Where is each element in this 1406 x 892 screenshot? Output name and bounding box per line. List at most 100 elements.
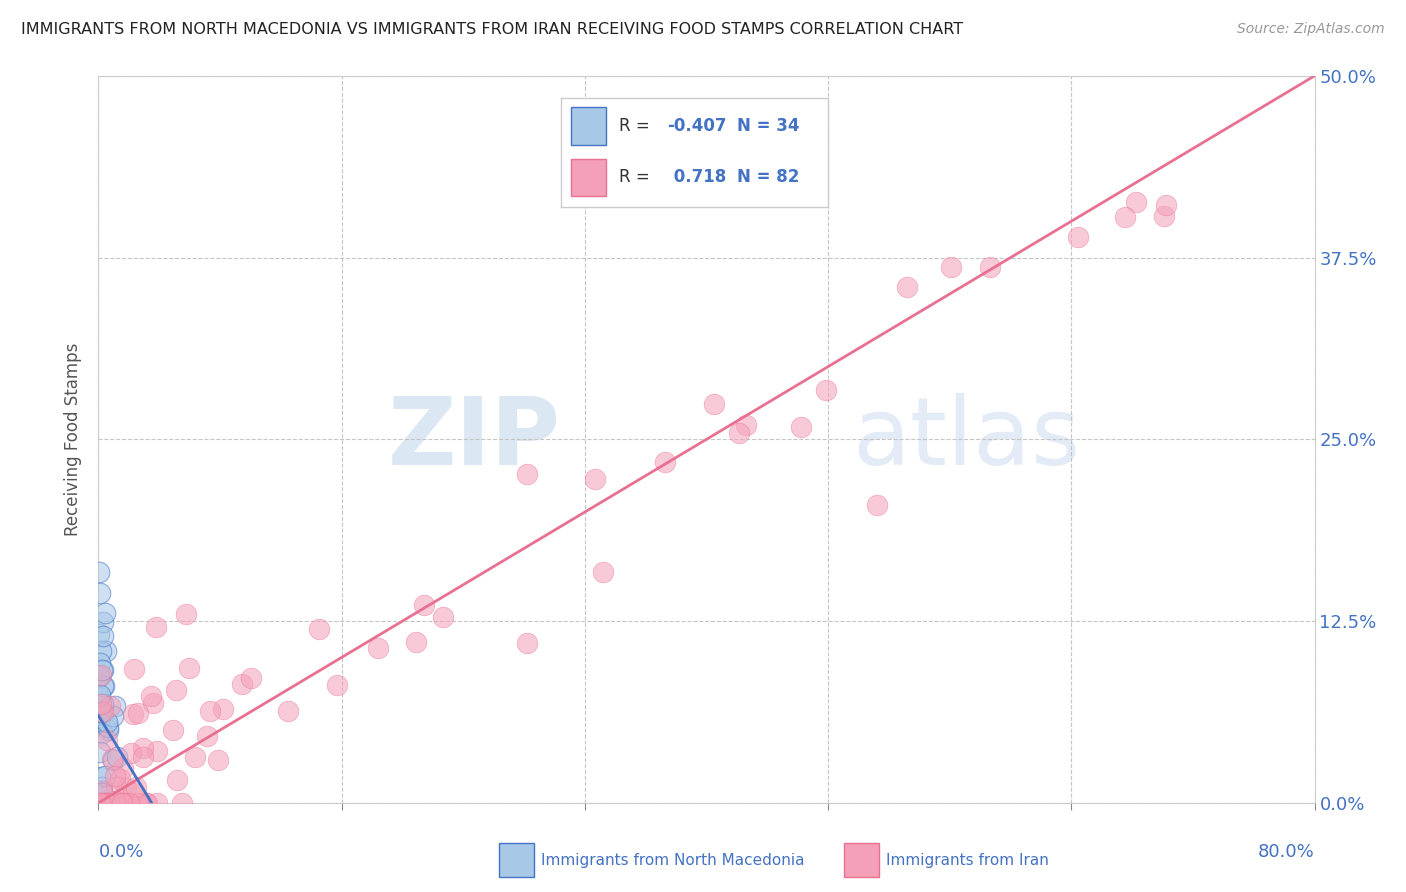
Point xyxy=(101,753,124,767)
Point xyxy=(96,732,118,747)
Point xyxy=(814,383,837,397)
Point xyxy=(89,745,111,759)
Point xyxy=(97,723,120,737)
Point xyxy=(125,780,148,794)
Point xyxy=(96,715,118,730)
Point xyxy=(115,781,138,796)
Point xyxy=(91,629,114,643)
Point xyxy=(132,750,155,764)
Point xyxy=(174,607,197,621)
Point xyxy=(120,746,142,760)
Point xyxy=(111,796,134,810)
Point xyxy=(121,786,143,800)
Point xyxy=(127,706,149,721)
Point xyxy=(104,793,127,807)
Point xyxy=(146,744,169,758)
Point xyxy=(110,772,132,786)
Point xyxy=(91,679,114,693)
Point xyxy=(170,796,193,810)
Point xyxy=(105,749,128,764)
Point xyxy=(104,769,127,783)
Point xyxy=(200,704,222,718)
Point xyxy=(162,723,184,737)
Point xyxy=(139,689,162,703)
Point xyxy=(91,795,114,809)
Point xyxy=(308,622,330,636)
Text: IMMIGRANTS FROM NORTH MACEDONIA VS IMMIGRANTS FROM IRAN RECEIVING FOOD STAMPS CO: IMMIGRANTS FROM NORTH MACEDONIA VS IMMIG… xyxy=(21,22,963,37)
Point xyxy=(516,636,538,650)
Point xyxy=(1125,195,1147,210)
Point xyxy=(277,704,299,718)
Point xyxy=(89,669,111,683)
Point xyxy=(90,668,112,682)
Point xyxy=(91,784,114,798)
Point xyxy=(90,643,112,657)
Text: 80.0%: 80.0% xyxy=(1258,843,1315,861)
Point xyxy=(1114,210,1136,224)
Point xyxy=(90,698,112,712)
Point xyxy=(121,706,143,721)
Point xyxy=(132,741,155,756)
Point xyxy=(89,586,111,600)
Point xyxy=(367,640,389,655)
Point xyxy=(516,467,538,482)
Text: Source: ZipAtlas.com: Source: ZipAtlas.com xyxy=(1237,22,1385,37)
Point xyxy=(91,796,114,810)
Point xyxy=(896,279,918,293)
Point xyxy=(89,796,111,810)
Point xyxy=(105,780,128,795)
Point xyxy=(91,615,114,629)
Point xyxy=(118,796,141,810)
Point xyxy=(979,260,1001,274)
Point xyxy=(405,635,427,649)
Point xyxy=(432,610,454,624)
Text: atlas: atlas xyxy=(852,393,1081,485)
Point xyxy=(866,498,889,512)
Point xyxy=(583,472,606,486)
Point xyxy=(98,698,121,713)
Point xyxy=(207,753,229,767)
Point xyxy=(1067,229,1090,244)
Point xyxy=(183,749,205,764)
Point xyxy=(939,260,962,275)
Point xyxy=(94,768,117,782)
Point xyxy=(87,714,110,729)
Point xyxy=(87,566,110,580)
Point xyxy=(654,454,676,468)
Point xyxy=(1153,209,1175,223)
Point xyxy=(231,676,253,690)
Point xyxy=(128,796,150,810)
Point xyxy=(734,418,756,433)
Point xyxy=(93,796,115,810)
Point xyxy=(87,690,110,704)
Point xyxy=(87,627,110,641)
Point xyxy=(177,661,200,675)
Point xyxy=(91,664,114,678)
Point xyxy=(727,426,749,441)
Text: ZIP: ZIP xyxy=(388,393,561,485)
Point xyxy=(165,682,187,697)
Point xyxy=(91,786,114,800)
Y-axis label: Receiving Food Stamps: Receiving Food Stamps xyxy=(65,343,83,536)
Point xyxy=(703,397,725,411)
Point xyxy=(93,679,115,693)
Point xyxy=(93,796,115,810)
Point xyxy=(127,796,149,810)
Point xyxy=(90,725,112,739)
Point xyxy=(98,796,121,810)
Point xyxy=(166,772,188,787)
Point xyxy=(136,796,159,810)
Point xyxy=(195,729,218,743)
Point xyxy=(114,796,136,810)
Point xyxy=(240,671,263,685)
Point xyxy=(212,702,235,716)
Point xyxy=(135,796,157,810)
Point xyxy=(101,709,124,723)
Point xyxy=(1156,198,1178,212)
Point xyxy=(101,752,124,766)
Point xyxy=(111,761,134,775)
Point xyxy=(592,565,614,579)
Point xyxy=(91,697,114,711)
Point xyxy=(91,706,114,720)
Point xyxy=(91,780,114,794)
